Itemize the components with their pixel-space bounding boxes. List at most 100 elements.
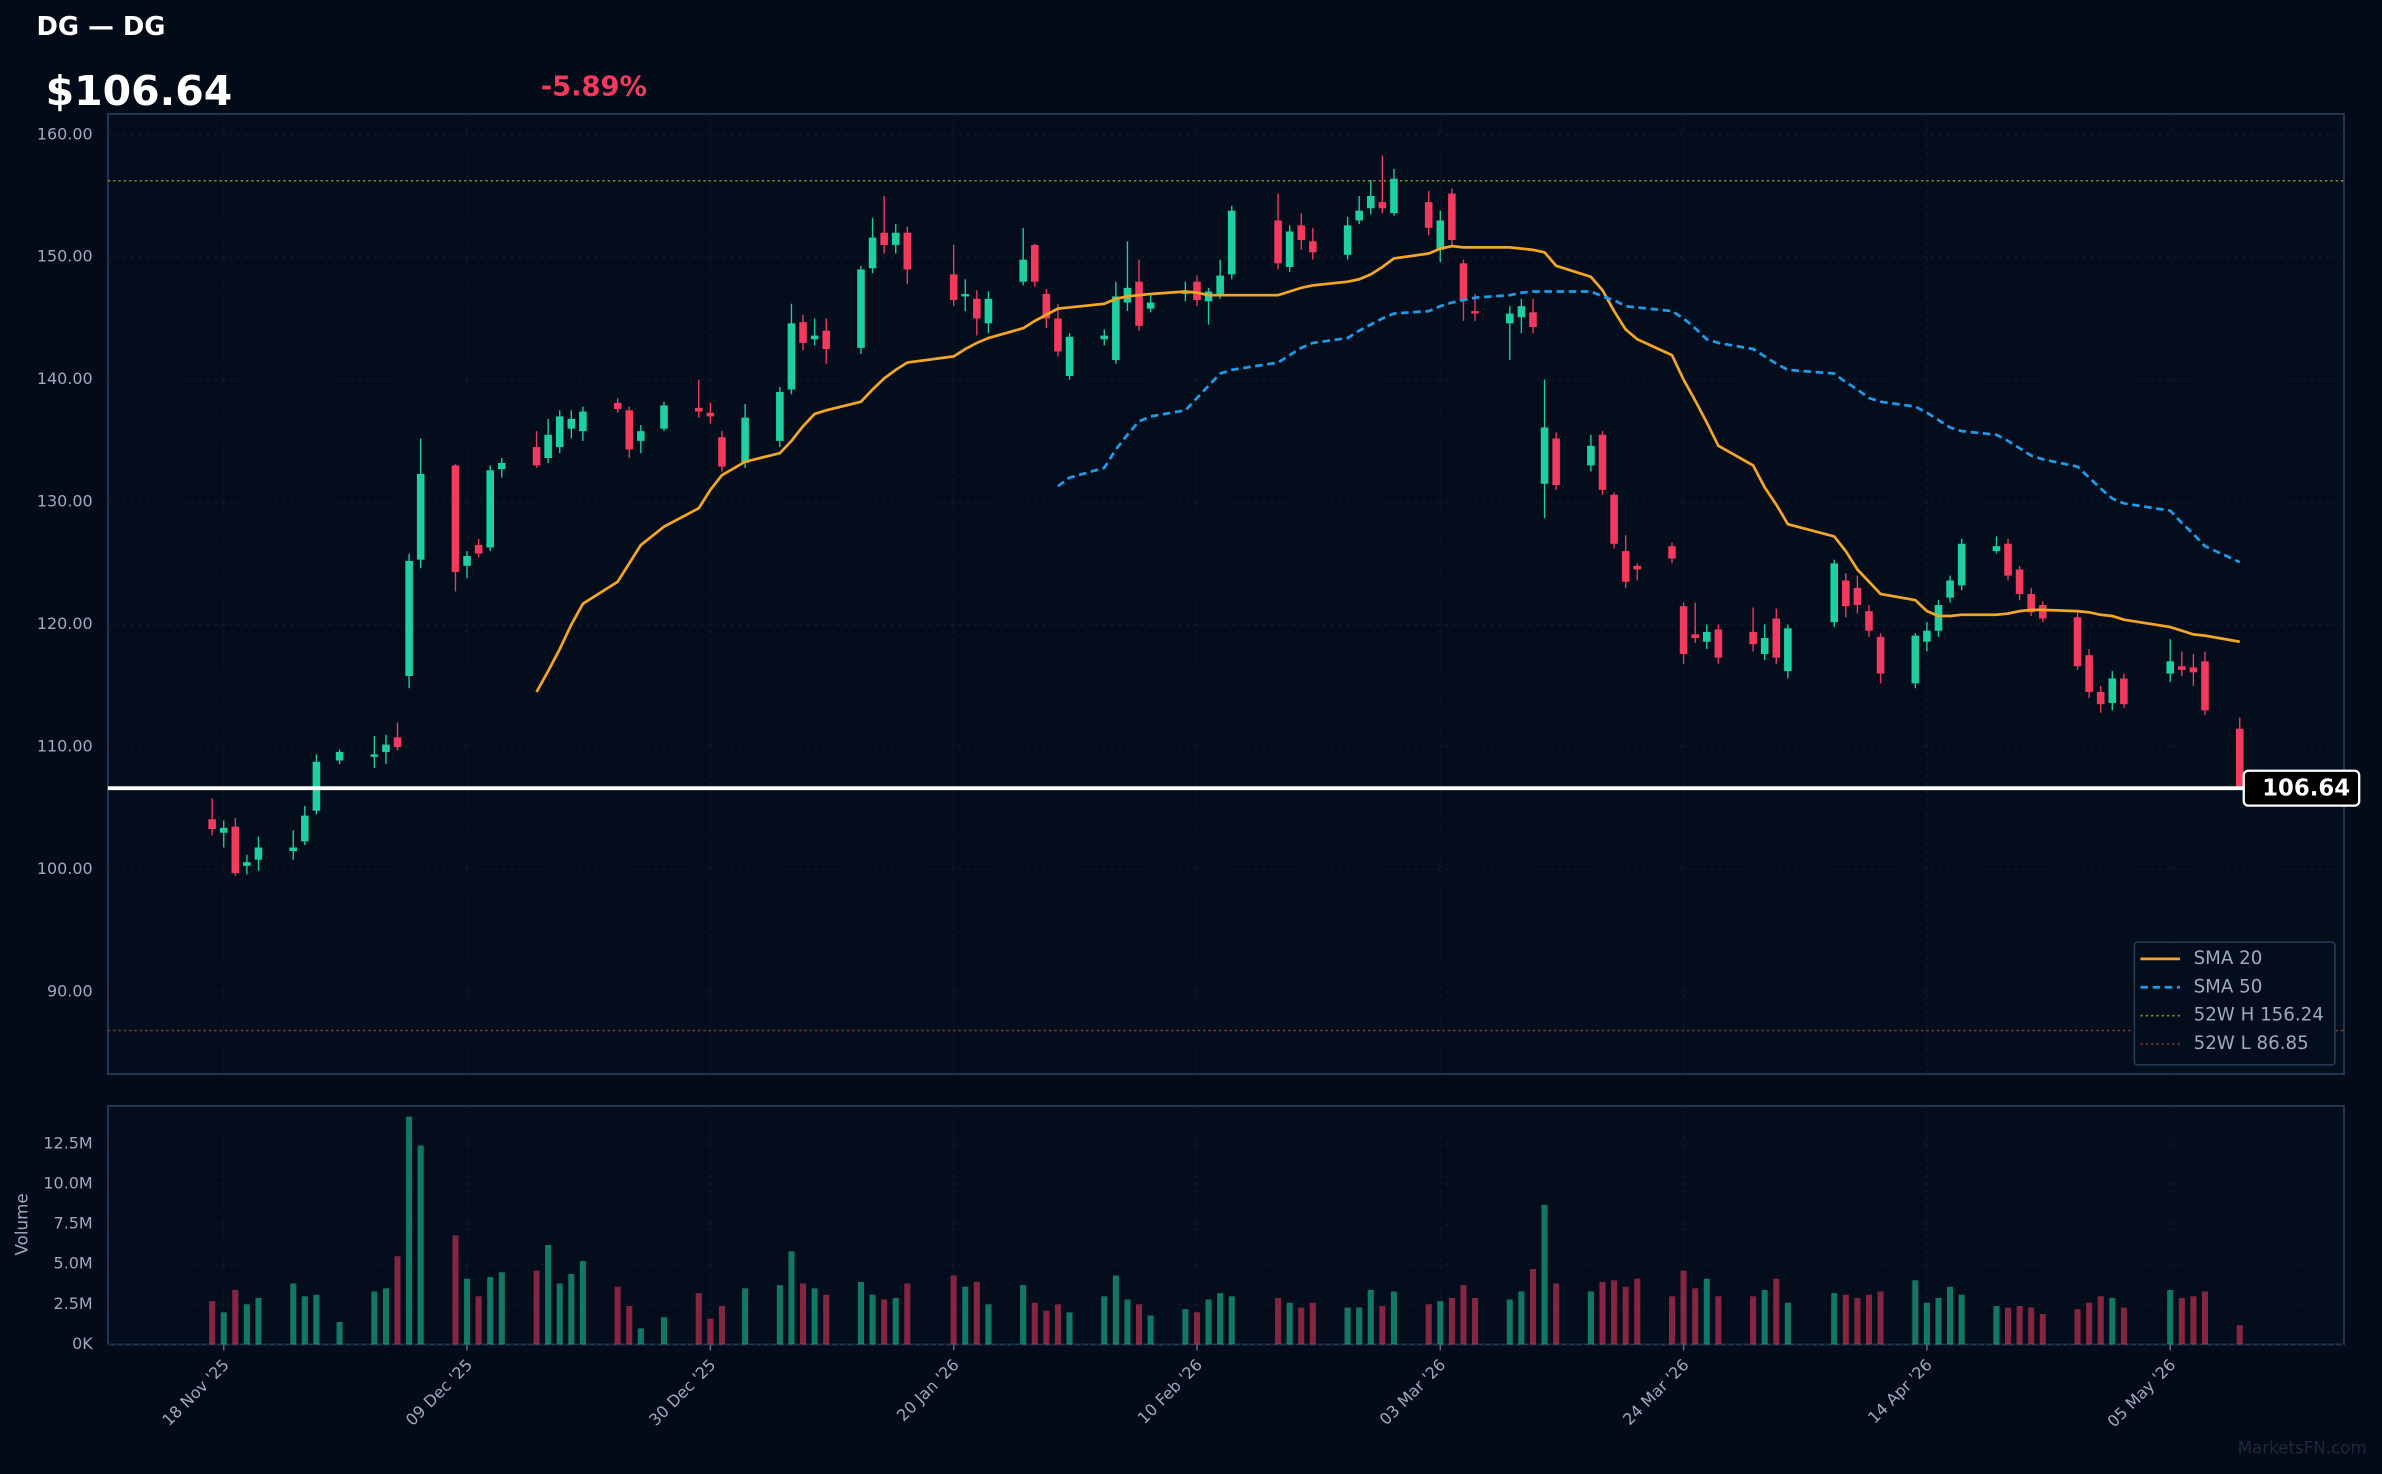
volume-bar [881,1299,888,1345]
volume-bar [1124,1299,1131,1345]
last-price-label: 106.64 [2262,775,2350,801]
volume-bar [1761,1289,1768,1345]
volume-bar [1460,1285,1467,1345]
volume-bar [904,1283,911,1345]
volume-bar [614,1286,621,1345]
volume-bar [1831,1293,1838,1345]
candle-body [2120,678,2128,705]
volume-bar [579,1261,586,1345]
volume-bar [545,1244,552,1345]
candle-body [1529,312,1537,328]
candle-body [1042,293,1051,319]
candle-body [613,402,622,410]
candle-body [2004,543,2012,576]
volume-bar [1205,1299,1212,1345]
volume-bar [1750,1296,1757,1345]
candle-body [416,473,425,560]
candle-body [1702,631,1711,642]
candle-body [694,407,703,412]
y-tick-label: 12.5M [43,1133,92,1152]
volume-bar [2016,1305,2023,1345]
volume-bar [313,1294,320,1345]
volume-bar [1031,1302,1038,1345]
ticker-title: DG — DG [36,12,165,42]
candle-body [961,293,970,297]
candle-body [2027,593,2035,613]
volume-bar [1877,1291,1884,1345]
volume-bar [2074,1309,2081,1345]
volume-bar [660,1317,668,1345]
current-price: $106.64 [46,67,233,115]
candle-body [1135,281,1143,326]
y-tick-label: 5.0M [54,1254,93,1273]
volume-bar [1437,1301,1444,1345]
volume-bar [2167,1289,2174,1345]
candle-body [532,447,541,466]
candle-body [2085,655,2093,692]
volume-bar [556,1283,563,1345]
volume-bar [695,1293,702,1345]
y-tick-label: 0K [72,1334,93,1353]
volume-bar [2004,1307,2012,1345]
volume-bar [857,1281,865,1345]
volume-bar [1529,1269,1537,1345]
volume-bar [394,1256,401,1345]
candle-body [2166,661,2175,674]
volume-bar [406,1116,413,1345]
candle-body [1343,225,1352,255]
candle-body [474,544,483,554]
volume-bar [1309,1302,1316,1345]
y-tick-label: 140.00 [37,369,93,388]
volume-bar [301,1296,308,1345]
candle-body [393,737,402,748]
candle-body [2015,569,2024,594]
candle-body [1448,193,1456,241]
volume-bar [1390,1291,1397,1345]
volume-bar [1518,1291,1525,1345]
y-tick-label: 110.00 [37,737,93,756]
candle-body [2235,728,2244,789]
candle-body [1876,636,1885,674]
volume-bar [255,1297,262,1345]
volume-bar [1958,1294,1965,1345]
sma-line [535,244,2240,693]
volume-bar [1587,1291,1594,1345]
candle-body [579,411,587,432]
candle-body [810,335,819,340]
candle-body [1297,225,1306,241]
candle-body [1054,318,1062,352]
candle-body [463,556,471,566]
legend-label: 52W L 86.85 [2194,1033,2309,1054]
y-tick-label: 2.5M [54,1294,93,1313]
volume-bar [1054,1304,1061,1345]
volume-bar [1506,1299,1513,1345]
volume-bar [1286,1302,1293,1345]
volume-bar [1692,1288,1699,1345]
candle-body [544,434,552,459]
volume-bar [498,1272,505,1345]
candle-body [822,330,831,350]
candle-body [857,269,865,348]
volume-bar [475,1296,482,1345]
candle-body [2038,604,2047,619]
candle-body [2108,678,2117,703]
candle-body [1633,565,1642,570]
candle-body [1065,336,1074,376]
volume-bar [487,1277,494,1345]
volume-bar [1541,1204,1548,1345]
candle-body [1865,611,1873,631]
volume-bar [776,1285,783,1345]
candle-body [1309,241,1317,253]
legend-label: 52W H 156.24 [2194,1005,2324,1026]
candle-body [498,462,506,470]
candle-body [567,418,576,429]
volume-bar [1668,1296,1676,1345]
candle-body [1378,202,1387,209]
candle-body [903,232,912,270]
sma-line [1057,290,2241,564]
candle-body [787,323,796,390]
volume-bar [1634,1278,1641,1345]
volume-bar [823,1294,830,1345]
candle-body [289,847,298,852]
volume-bar [707,1318,714,1345]
